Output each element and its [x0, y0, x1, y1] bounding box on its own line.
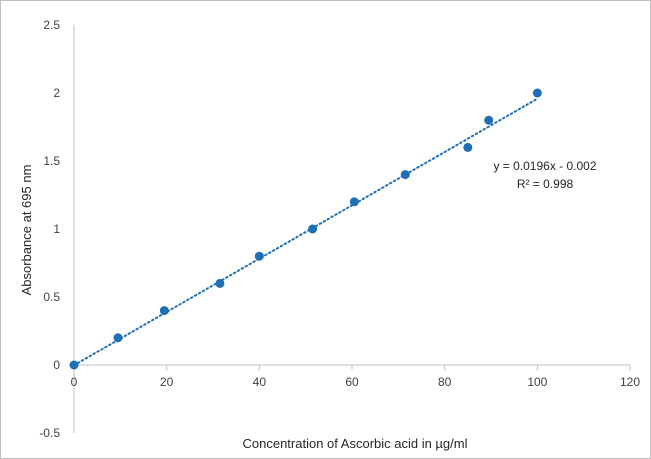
- x-tick-label: 100: [527, 375, 547, 389]
- y-tick-label: 2.5: [43, 18, 60, 32]
- data-points: [69, 88, 542, 370]
- x-tick-label: 60: [345, 375, 359, 389]
- trendline-group: [73, 97, 539, 367]
- x-tick-label: 40: [253, 375, 267, 389]
- y-tick-label: 1: [53, 222, 60, 236]
- y-tick-label: 0.5: [43, 290, 60, 304]
- axes: [73, 25, 630, 433]
- x-tick-labels: 0 20 40 60 80 100 120: [71, 365, 640, 389]
- r-squared-label: R² = 0.998: [517, 177, 574, 191]
- data-point: [400, 170, 410, 180]
- data-point: [254, 251, 264, 261]
- x-tick-label: 20: [160, 375, 174, 389]
- data-point: [349, 197, 359, 207]
- y-tick-label: 0: [53, 358, 60, 372]
- x-axis-title: Concentration of Ascorbic acid in µg/ml: [243, 436, 468, 451]
- y-axis-title: Absorbance at 695 nm: [19, 165, 34, 296]
- y-tick-labels: -0.5 0 0.5 1 1.5 2 2.5: [39, 18, 60, 440]
- y-tick-label: 1.5: [43, 154, 60, 168]
- data-point: [308, 224, 318, 234]
- y-tick-label: 2: [53, 86, 60, 100]
- data-point: [215, 278, 225, 288]
- data-point: [113, 333, 123, 343]
- data-point: [69, 360, 79, 370]
- x-tick-label: 80: [438, 375, 452, 389]
- data-point: [159, 306, 169, 316]
- data-point: [463, 142, 473, 152]
- data-point: [484, 115, 494, 125]
- x-tick-label: 120: [620, 375, 640, 389]
- x-tick-label: 0: [71, 375, 78, 389]
- trendline: [73, 97, 539, 367]
- data-point: [532, 88, 542, 98]
- trendline-equation: y = 0.0196x - 0.002: [493, 159, 596, 173]
- y-tick-label: -0.5: [39, 426, 60, 440]
